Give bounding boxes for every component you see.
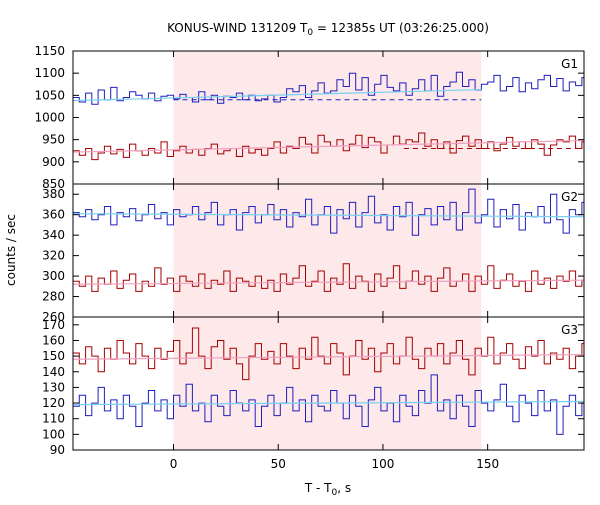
series-red-fit-line [72,279,585,285]
series-red-line [73,263,584,292]
panel-label-g1: G1 [561,57,578,71]
y-tick-label: 150 [42,349,65,363]
series-red-fit-line [72,353,585,360]
x-tick-label: 0 [170,457,178,471]
y-tick-label: 900 [42,155,65,169]
series-blue-fit-line [72,88,482,102]
y-tick-label: 100 [42,427,65,441]
panel-g1: 850 900 950 1000 1050 1100 1150 G1 [34,44,585,191]
panels-layer: 8509009501000105011001150G12602803003203… [34,44,585,471]
series-blue-line [73,374,584,435]
y-tick-label: 140 [42,365,65,379]
y-tick-label: 380 [42,187,65,201]
y-tick-label: 340 [42,228,65,242]
chart-title: KONUS-WIND 131209 T0 = 12385s UT (03:26:… [167,21,489,38]
y-tick-label: 950 [42,133,65,147]
y-tick-label: 170 [42,318,65,332]
panel-label-g3: G3 [561,323,578,337]
series-blue-line [73,71,584,105]
y-tick-label: 260 [42,310,65,324]
y-tick-label: 1150 [34,44,65,58]
y-tick-label: 90 [50,443,65,457]
x-tick-label: 50 [271,457,286,471]
y-tick-label: 280 [42,290,65,304]
panel-g2: 260 280 300 320 340 360 380 G2 [42,183,585,324]
x-axis-label: T - T0, s [304,481,351,498]
y-tick-label: 1100 [34,66,65,80]
series-blue-fit-line [72,213,585,218]
panel-label-g2: G2 [561,190,578,204]
series-red-fit-line [72,139,585,153]
highlight-interval [173,51,482,450]
x-tick-label: 100 [371,457,394,471]
y-tick-label: 1050 [34,88,65,102]
y-tick-label: 160 [42,333,65,347]
y-tick-label: 300 [42,269,65,283]
y-tick-label: 1000 [34,111,65,125]
y-tick-label: 120 [42,396,65,410]
y-tick-label: 360 [42,208,65,222]
x-tick-label: 150 [476,457,499,471]
series-red-line [73,132,584,161]
y-tick-label: 850 [42,177,65,191]
panel-frame [72,316,585,451]
series-blue-fit-line [72,400,585,406]
y-tick-label: 130 [42,380,65,394]
y-tick-label: 110 [42,412,65,426]
y-tick-label: 320 [42,249,65,263]
y-axis-label: counts / sec [4,214,18,286]
series-blue-line [73,188,584,236]
